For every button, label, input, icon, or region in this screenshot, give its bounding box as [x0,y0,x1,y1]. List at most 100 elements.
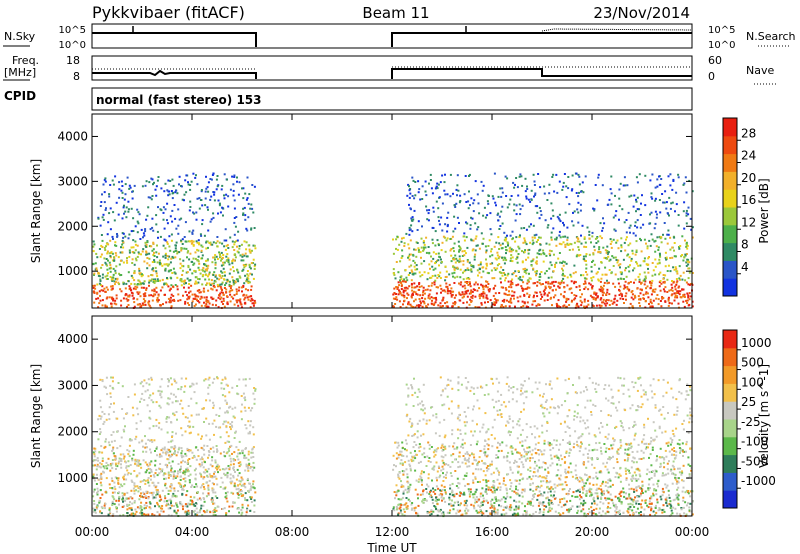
data-cell [547,276,550,279]
data-cell [157,206,159,209]
data-cell [506,294,509,296]
data-cell [96,283,99,286]
data-cell [671,188,674,191]
data-cell [211,476,214,479]
data-cell [224,377,227,380]
data-cell [232,467,235,470]
data-cell [510,250,513,253]
data-cell [157,389,160,392]
data-cell [92,495,95,498]
data-cell [167,380,170,383]
data-cell [148,257,151,260]
data-cell [424,288,427,291]
data-cell [132,512,135,515]
data-cell [224,228,227,231]
data-cell [491,504,494,507]
data-cell [247,469,250,472]
data-cell [149,439,151,442]
data-cell [414,298,417,301]
data-cell [152,425,155,428]
data-cell [229,423,232,425]
data-cell [114,476,117,479]
data-cell [137,462,140,465]
data-cell [142,232,145,235]
data-cell [188,432,191,435]
data-cell [483,285,486,288]
data-cell [463,270,466,273]
data-cell [245,248,248,251]
data-cell [232,492,235,495]
data-cell [252,244,255,247]
data-cell [417,191,420,194]
data-cell [527,252,530,255]
data-cell [531,243,534,246]
data-cell [199,458,202,461]
data-cell [449,173,452,176]
data-cell [570,189,573,192]
data-cell [691,513,694,516]
data-cell [218,202,221,205]
data-cell [143,234,146,237]
data-cell [573,298,576,301]
data-cell [139,272,142,275]
data-cell [558,286,561,289]
data-cell [583,258,586,261]
data-cell [601,301,604,304]
data-cell [198,207,201,210]
data-cell [615,303,618,306]
data-cell [92,473,95,476]
data-cell [641,194,643,197]
data-cell [550,231,553,234]
data-cell [588,230,591,233]
data-cell [580,242,583,245]
data-cell [149,394,152,397]
data-cell [126,508,129,511]
data-cell [492,294,495,297]
data-cell [101,457,104,460]
data-cell [157,294,160,297]
data-cell [553,253,555,256]
data-cell [437,252,440,255]
data-cell [138,498,141,501]
data-cell [568,304,571,306]
data-cell [145,250,148,253]
data-cell [688,292,691,295]
data-cell [426,288,429,291]
data-cell [467,509,469,512]
data-cell [201,484,204,487]
data-cell [130,282,133,285]
data-cell [195,483,198,486]
data-cell [96,465,99,468]
data-cell [169,249,172,252]
data-cell [584,241,587,244]
data-cell [687,277,690,280]
data-cell [567,176,570,178]
nsky-trace-2 [391,32,692,47]
data-cell [163,500,166,503]
data-cell [238,452,241,455]
data-cell [220,283,223,286]
data-cell [223,173,226,176]
data-cell [127,304,130,306]
data-cell [598,288,601,291]
data-cell [435,298,438,301]
data-cell [146,492,149,494]
data-cell [478,212,481,215]
data-cell [610,203,613,206]
data-cell [502,259,505,262]
data-cell [139,282,142,285]
data-cell [225,282,228,285]
data-cell [219,283,222,286]
data-cell [113,302,116,305]
data-cell [421,305,424,308]
data-cell [108,193,111,196]
data-cell [411,289,414,292]
data-cell [229,405,232,408]
data-cell [428,263,431,266]
data-cell [545,242,548,245]
data-cell [133,263,136,266]
data-cell [213,502,216,505]
data-cell [242,392,245,395]
data-cell [639,237,641,240]
data-cell [471,290,474,293]
